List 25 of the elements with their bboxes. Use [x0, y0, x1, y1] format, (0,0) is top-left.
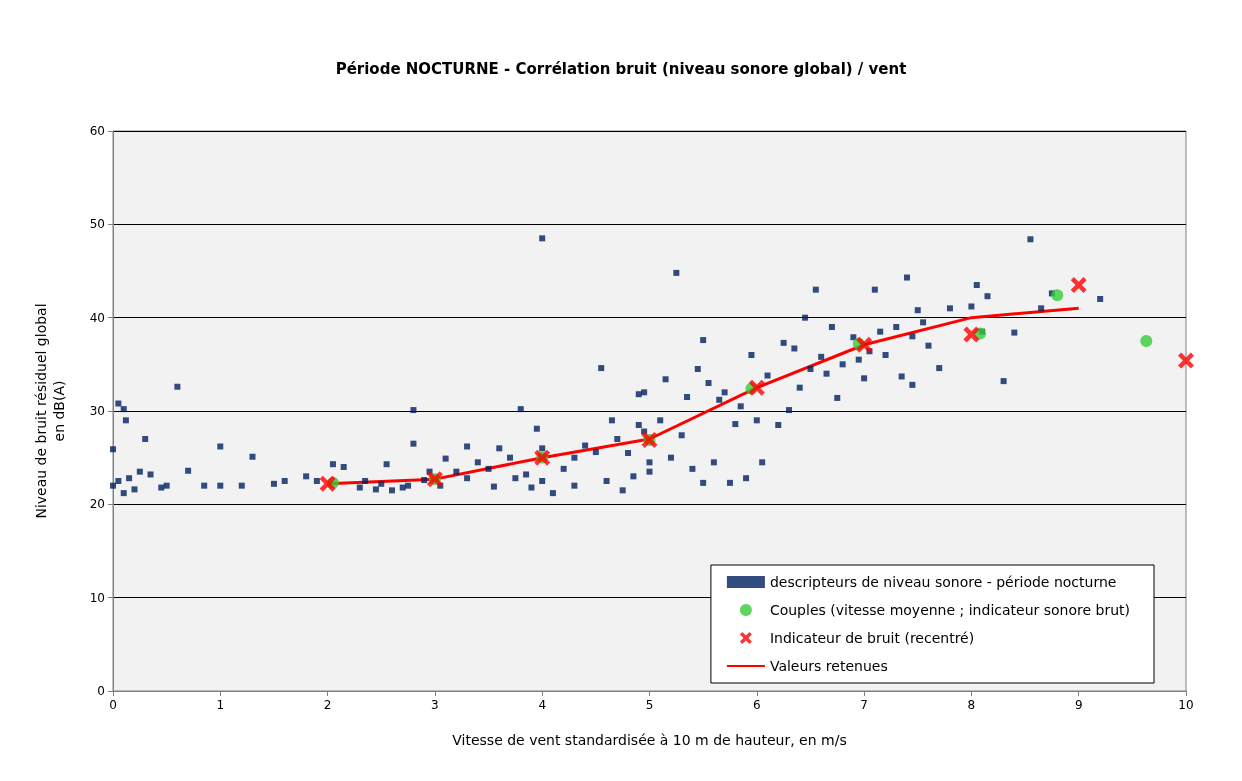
x-tick-label: 2: [323, 698, 332, 712]
x-tick-label: 0: [109, 698, 117, 712]
y-axis-title: Niveau de bruit résiduel global en dB(A): [33, 303, 67, 519]
x-tick-label: 5: [645, 698, 654, 712]
x-tick-label: 10: [1178, 698, 1194, 712]
x-axis-title: Vitesse de vent standardisée à 10 m de hauteur, en m/s: [452, 732, 847, 748]
legend-label: Couples (vitesse moyenne ; indicateur sonore brut): [769, 602, 1130, 618]
chart-title: Période NOCTURNE - Corrélation bruit (niveau sonore global) / vent: [335, 59, 907, 78]
x-tick-label: 9: [1074, 698, 1083, 712]
y-tick-label: 10: [89, 590, 105, 605]
legend-label: Indicateur de bruit (recentré): [769, 630, 975, 646]
y-tick-label: 40: [89, 310, 105, 325]
x-tick-label: 1: [216, 698, 225, 712]
legend-label: descripteurs de niveau sonore - période nocturne: [769, 574, 1117, 590]
y-tick-label: 30: [89, 404, 105, 418]
y-tick-label: 50: [89, 217, 105, 232]
y-tick-label: 60: [89, 124, 105, 138]
x-tick-label: 4: [538, 698, 547, 712]
x-tick-label: 8: [967, 698, 976, 712]
x-tick-label: 6: [752, 698, 761, 712]
x-tick-label: 3: [431, 698, 439, 712]
y-tick-label: 0: [97, 684, 105, 698]
legend-label: Valeurs retenues: [769, 658, 888, 674]
x-tick-label: 7: [860, 698, 868, 712]
y-tick-label: 20: [89, 497, 105, 512]
